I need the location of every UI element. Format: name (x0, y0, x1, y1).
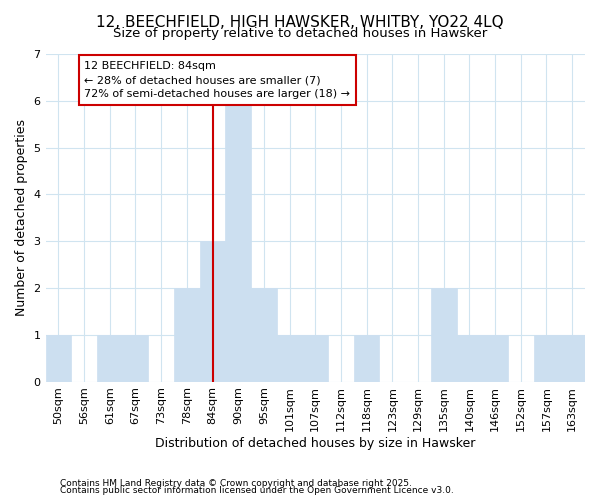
Bar (251, 288, 277, 382)
Text: Contains HM Land Registry data © Crown copyright and database right 2025.: Contains HM Land Registry data © Crown c… (60, 478, 412, 488)
Bar (46, 335, 71, 382)
Bar (97, 335, 122, 382)
Bar (482, 335, 508, 382)
Bar (226, 101, 251, 382)
Text: 12 BEECHFIELD: 84sqm
← 28% of detached houses are smaller (7)
72% of semi-detach: 12 BEECHFIELD: 84sqm ← 28% of detached h… (84, 61, 350, 99)
Bar (277, 335, 302, 382)
Bar (302, 335, 328, 382)
Bar (533, 335, 559, 382)
Text: 12, BEECHFIELD, HIGH HAWSKER, WHITBY, YO22 4LQ: 12, BEECHFIELD, HIGH HAWSKER, WHITBY, YO… (96, 15, 504, 30)
Text: Contains public sector information licensed under the Open Government Licence v3: Contains public sector information licen… (60, 486, 454, 495)
X-axis label: Distribution of detached houses by size in Hawsker: Distribution of detached houses by size … (155, 437, 475, 450)
Bar (354, 335, 379, 382)
Y-axis label: Number of detached properties: Number of detached properties (15, 120, 28, 316)
Bar (200, 241, 226, 382)
Bar (122, 335, 148, 382)
Text: Size of property relative to detached houses in Hawsker: Size of property relative to detached ho… (113, 28, 487, 40)
Bar (559, 335, 585, 382)
Bar (457, 335, 482, 382)
Bar (174, 288, 200, 382)
Bar (431, 288, 457, 382)
